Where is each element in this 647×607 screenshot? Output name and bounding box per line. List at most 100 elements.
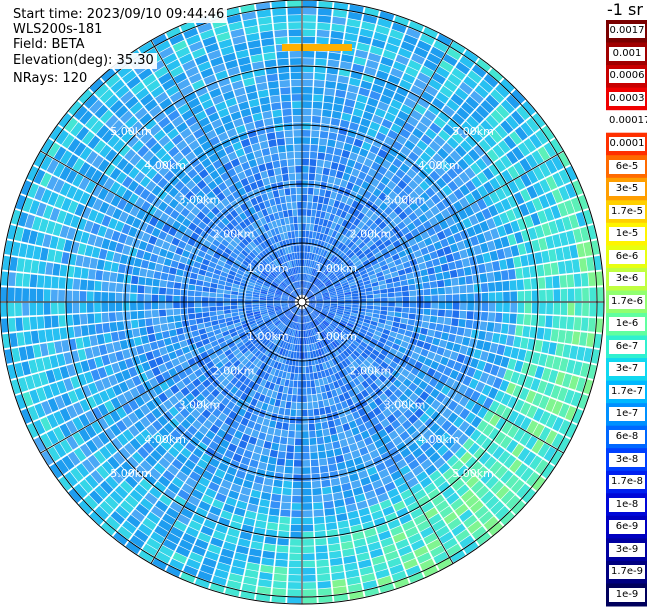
range-gate [395,291,402,297]
range-gate [281,303,288,306]
range-gate [346,18,361,28]
range-gate [341,266,348,273]
range-gate [316,302,323,305]
range-gate [230,356,238,364]
range-gate [520,188,531,202]
range-gate [328,245,334,253]
range-gate [393,216,402,225]
range-gate [311,276,316,284]
range-gate [486,240,496,252]
range-gate [93,450,106,464]
range-gate [579,258,588,272]
range-gate [259,295,267,299]
range-gate [132,328,141,338]
range-gate [356,230,364,238]
range-gate [406,324,414,332]
range-gate [152,246,161,255]
range-gate [293,460,302,467]
range-gate [384,112,396,123]
range-gate [137,145,149,158]
range-gate [441,332,449,341]
range-gate [251,374,259,383]
range-gate [47,446,61,462]
range-gate [280,264,286,271]
range-gate [389,331,398,338]
range-gate [384,206,393,216]
range-gate [299,252,302,259]
range-gate [494,159,507,173]
range-gate [126,456,139,469]
range-gate [310,380,316,388]
range-gate [123,274,132,284]
range-gate [359,28,374,38]
range-gate [318,595,333,603]
range-gate [582,287,589,302]
range-gate [190,185,201,195]
range-gate [323,320,330,326]
range-gate [297,259,300,267]
range-gate [490,228,500,240]
range-gate [186,382,196,392]
range-gate [145,180,157,192]
range-gate [424,85,439,97]
range-gate [148,261,156,271]
range-gate [468,149,480,162]
range-gate [441,396,452,407]
range-gate [416,340,425,348]
range-gate [373,226,382,235]
range-gate [96,465,110,479]
range-gate [531,113,546,128]
range-gate [243,209,252,218]
range-gate [232,334,240,341]
range-gate [507,234,517,246]
range-gate [329,291,337,295]
range-gate [255,2,271,11]
range-gate [16,332,25,346]
range-gate [198,328,207,335]
range-gate [541,125,555,141]
range-gate [230,209,239,218]
range-gate [382,544,397,555]
range-gate [357,212,365,221]
range-gate [576,243,586,258]
range-gate [395,297,403,302]
range-gate [422,163,434,175]
range-gate [104,228,114,240]
range-gate [252,112,263,122]
range-gate [287,437,295,445]
range-gate [269,273,276,280]
range-gate [344,98,356,108]
range-gate [1,271,9,286]
range-gate [316,317,322,323]
range-gate [238,440,248,449]
range-gate [345,366,353,374]
range-gate [231,312,239,317]
range-gate [224,416,234,426]
range-gate [387,129,399,140]
range-gate [273,243,279,251]
range-gate [201,302,209,307]
range-gate [327,252,333,260]
range-gate [222,188,232,198]
range-gate [274,307,282,311]
range-gate [79,302,87,313]
range-gate [132,217,142,229]
range-gate [278,323,284,330]
range-gate [358,559,372,569]
range-gate [286,287,292,293]
range-gate [225,213,234,222]
range-gate [151,302,159,310]
range-gate [364,420,374,430]
range-gate [134,396,145,407]
range-gate [307,293,314,298]
range-gate [352,302,359,305]
range-gate [391,343,400,351]
range-gate [122,189,133,201]
range-gate [408,382,418,392]
range-gate [179,340,188,348]
range-gate [113,451,126,465]
range-gate [318,451,327,459]
range-gate [331,23,345,32]
range-gate [40,343,49,357]
range-gate [365,209,374,218]
